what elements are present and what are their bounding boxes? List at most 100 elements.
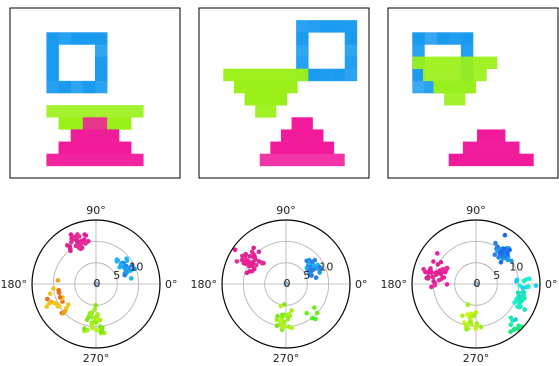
polar-3-point: [441, 275, 447, 280]
polar-3-point: [431, 279, 436, 284]
image-2-square-ring-pixel: [308, 20, 321, 33]
polar-3-point: [431, 259, 436, 264]
image-panel-2: [198, 7, 370, 179]
image-3-triangle-up-pixel: [448, 153, 534, 167]
polar-2-r-tick-label: 10: [319, 261, 333, 274]
image-3-square-ring-pixel: [460, 32, 474, 45]
polar-3-point: [435, 251, 440, 256]
polar-1-point: [94, 328, 99, 333]
polar-1-point: [74, 239, 80, 244]
image-1-square-ring-pixel: [46, 32, 59, 45]
polar-2-point: [304, 258, 310, 264]
polar-2-r-tick-label: 0: [284, 277, 291, 290]
image-panel-1: [9, 7, 181, 179]
polar-2-point: [243, 251, 248, 257]
image-2-square-ring-pixel: [344, 20, 358, 33]
image-2-square-ring-pixel: [344, 44, 358, 57]
polar-2-point: [289, 325, 295, 331]
polar-2-point: [232, 247, 238, 253]
polar-3-point: [498, 260, 504, 265]
polar-2-point: [285, 317, 291, 322]
polar-1-point: [84, 317, 90, 323]
polar-2-point: [274, 317, 280, 323]
polar-1-point: [45, 296, 50, 302]
polar-3-point: [427, 268, 432, 274]
image-3-square-ring-pixel: [424, 32, 437, 45]
image-3-square-ring-pixel: [412, 32, 425, 45]
image-2-triangle-down-pixel: [244, 93, 288, 106]
image-3-square-ring-pixel: [412, 68, 425, 82]
polar-3-point: [508, 322, 514, 328]
image-3-triangle-down-pixel: [412, 56, 498, 70]
polar-2-point: [310, 259, 315, 265]
image-2-square-ring-pixel: [344, 32, 358, 45]
image-2-square-ring-pixel: [296, 56, 309, 70]
image-1-triangle-up-pixel: [58, 141, 132, 155]
polar-3-theta-tick-label: 0°: [545, 278, 558, 291]
polar-1-point: [129, 263, 135, 268]
polar-2-point: [243, 261, 248, 267]
polar-3-point: [502, 253, 507, 259]
image-panel-2-pixels: [223, 20, 358, 167]
image-1-square-ring-pixel: [58, 80, 72, 94]
polar-2-point: [253, 262, 259, 268]
polar-1-theta-tick-label: 270°: [83, 352, 110, 365]
polar-plot-3: 05 10 0° 90° 180° 270°: [381, 204, 558, 365]
polar-3-point: [509, 258, 514, 264]
polar-1-point: [114, 257, 120, 262]
polar-1-point: [56, 290, 62, 296]
image-1-triangle-up-pixel: [82, 117, 108, 130]
image-2-triangle-down-pixel: [233, 80, 298, 94]
polar-3-point: [471, 313, 477, 319]
polar-3-point: [514, 279, 519, 284]
polar-2-point: [256, 249, 262, 255]
polar-3-point: [517, 296, 523, 301]
polar-3-point: [513, 317, 518, 322]
polar-plot-1: 05 10 0° 90° 180° 270°: [1, 204, 178, 365]
polar-3-point: [514, 299, 520, 304]
image-2-triangle-up-pixel: [280, 129, 324, 142]
polar-1-theta-tick-label: 0°: [165, 278, 178, 291]
polar-3-point: [507, 247, 512, 253]
polar-1-point: [67, 244, 73, 250]
polar-2-point: [249, 269, 255, 274]
image-1-square-ring-pixel: [46, 68, 59, 82]
image-2-triangle-down-pixel: [255, 105, 277, 118]
polar-3-point: [512, 326, 517, 332]
polar-3-point: [425, 276, 431, 281]
polar-1-point: [82, 232, 87, 237]
polar-3-theta-tick-label: 90°: [466, 204, 486, 217]
image-2-square-ring-pixel: [332, 68, 346, 82]
polar-1-point: [98, 329, 104, 335]
image-1-square-ring-pixel: [46, 44, 59, 57]
image-1-square-ring-pixel: [82, 80, 96, 94]
image-2-square-ring-pixel: [296, 20, 309, 33]
polar-3-point: [493, 240, 498, 246]
polar-2-point: [260, 261, 265, 266]
polar-1-theta-tick-label: 180°: [1, 278, 28, 291]
polar-3-point: [432, 283, 437, 288]
polar-1-point: [83, 241, 88, 246]
polar-2-point: [249, 249, 255, 255]
polar-2-point: [246, 263, 252, 269]
polar-1-r-tick-label: 0: [94, 277, 101, 290]
image-2-triangle-up-pixel: [270, 141, 335, 155]
polar-1-r-tick-label: 10: [129, 261, 143, 274]
polar-3-point: [465, 312, 470, 317]
polar-2-frame: [221, 219, 351, 349]
polar-3-point: [521, 292, 526, 298]
image-2-square-ring-pixel: [320, 68, 333, 82]
polar-1-point: [93, 303, 99, 308]
image-3-square-ring-pixel: [412, 44, 425, 57]
polar-3-point: [465, 302, 471, 307]
polar-2-point: [307, 267, 312, 273]
image-2-square-ring-pixel: [308, 68, 321, 82]
polar-3-point: [533, 283, 539, 288]
image-3-square-ring-pixel: [412, 80, 425, 94]
polar-3-point: [522, 307, 527, 312]
polar-2-theta-tick-label: 90°: [276, 204, 296, 217]
image-1-square-ring-pixel: [46, 80, 59, 94]
image-1-square-ring-pixel: [70, 80, 84, 94]
image-1-square-ring-pixel: [95, 32, 108, 45]
